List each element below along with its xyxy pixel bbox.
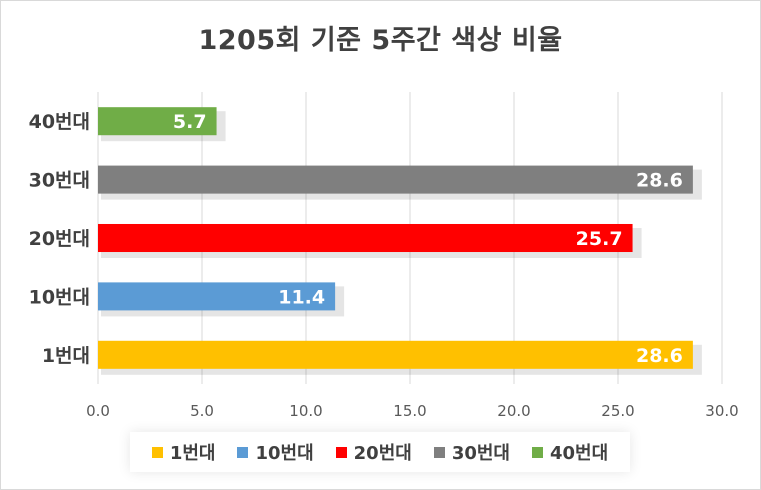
category-label: 20번대 <box>29 228 90 250</box>
legend-swatch <box>237 446 249 458</box>
bar-2 <box>98 223 633 253</box>
bar-1 <box>98 282 336 311</box>
legend-item: 1번대 <box>151 439 216 465</box>
category-labels: 1번대 10번대 20번대 30번대 40번대 <box>29 111 90 367</box>
legend-swatch <box>532 446 543 458</box>
data-label: 5.7 <box>173 111 207 133</box>
x-tick-label: 10.0 <box>289 402 322 420</box>
bars: 28.6 11.4 25.7 28.6 5.7 <box>98 107 702 375</box>
category-label: 1번대 <box>42 345 90 367</box>
legend-item: 40번대 <box>532 439 608 465</box>
legend-label: 1번대 <box>169 443 216 464</box>
x-tick-labels: 0.0 5.0 10.0 15.0 20.0 25.0 30.0 <box>86 402 739 420</box>
legend-label: 30번대 <box>451 443 510 464</box>
x-tick-label: 25.0 <box>601 402 634 420</box>
x-tick-label: 20.0 <box>497 402 530 420</box>
legend-label: 40번대 <box>550 443 609 464</box>
bar-3 <box>98 165 693 194</box>
bar-0 <box>98 340 693 369</box>
category-label: 40번대 <box>29 111 90 133</box>
data-label: 25.7 <box>576 228 623 250</box>
legend-item: 30번대 <box>433 439 510 465</box>
legend: 1번대 10번대 20번대 30번대 40번대 <box>130 432 630 472</box>
legend-swatch <box>433 446 445 458</box>
bar-4 <box>98 107 217 136</box>
legend-label: 20번대 <box>353 443 412 464</box>
data-label: 28.6 <box>636 345 683 367</box>
legend-item: 10번대 <box>237 439 314 465</box>
x-tick-label: 15.0 <box>393 402 426 420</box>
x-tick-label: 30.0 <box>705 402 738 420</box>
category-label: 10번대 <box>29 286 90 308</box>
legend-swatch <box>151 446 163 458</box>
x-tick-label: 0.0 <box>86 402 110 420</box>
category-label: 30번대 <box>29 170 90 192</box>
data-label: 11.4 <box>278 286 325 308</box>
data-label: 28.6 <box>636 170 683 192</box>
chart-title: 1205회 기준 5주간 색상 비율 <box>198 25 563 56</box>
x-tick-label: 5.0 <box>190 402 214 420</box>
legend-swatch <box>335 446 347 458</box>
legend-label: 10번대 <box>255 443 314 464</box>
legend-item: 20번대 <box>335 439 412 465</box>
